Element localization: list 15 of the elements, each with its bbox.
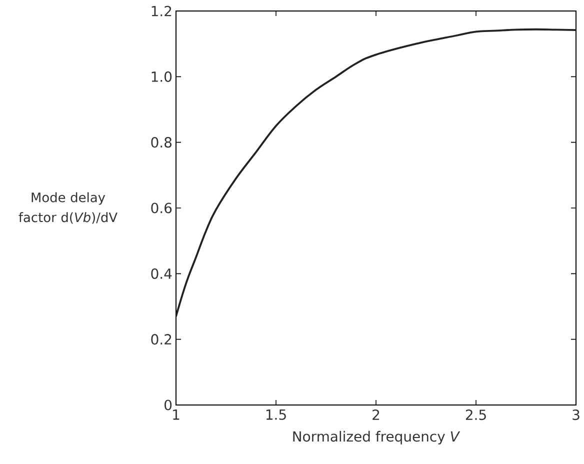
x-tick-label: 1: [173, 410, 180, 420]
y-tick-label: 0.6: [151, 202, 172, 214]
x-tick-label: 3: [572, 410, 580, 420]
y-tick-label: 0.2: [151, 334, 172, 345]
y-tick-label: 0: [164, 400, 172, 410]
y-axis-title: Mode delay factor d(Vb)/dV: [18, 192, 118, 224]
y-tick-label: 1.2: [152, 6, 172, 16]
x-axis-title: Normalized frequency V: [293, 430, 460, 444]
line-series: [176, 28, 576, 318]
y-tick-label: 0.8: [151, 137, 172, 148]
x-tick-label: 1.5: [266, 410, 286, 420]
x-tick-label: 2: [372, 410, 380, 420]
y-tick-label: 1.0: [152, 71, 172, 82]
y-tick-label: 0.4: [151, 268, 172, 279]
x-tick-label: 2.5: [466, 410, 486, 420]
